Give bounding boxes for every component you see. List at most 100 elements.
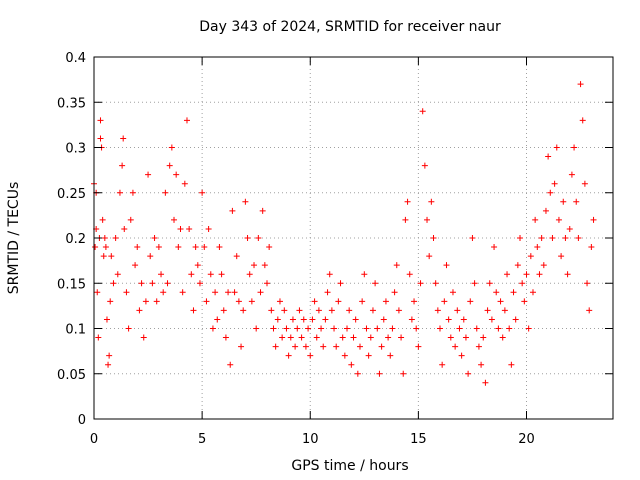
data-point [274, 316, 281, 323]
data-point [549, 235, 556, 241]
data-point [315, 307, 322, 314]
data-point [359, 298, 366, 305]
data-point [121, 225, 128, 232]
data-point [207, 271, 214, 278]
data-point [462, 334, 469, 341]
data-point [112, 235, 119, 241]
data-point [251, 262, 258, 269]
data-point [214, 316, 221, 323]
data-point [527, 253, 534, 260]
y-tick-label: 0 [78, 413, 86, 428]
data-point [99, 216, 106, 223]
data-point [92, 244, 99, 251]
y-tick-label: 0.3 [65, 142, 86, 157]
data-point [421, 162, 428, 169]
data-point [577, 81, 584, 88]
data-point [190, 307, 197, 314]
data-point [132, 262, 139, 269]
data-point [313, 334, 320, 341]
data-point [320, 343, 327, 350]
data-point [350, 334, 357, 341]
data-point [294, 325, 301, 332]
data-point [512, 316, 519, 323]
data-point [183, 117, 190, 124]
data-point [538, 235, 545, 241]
data-point [302, 343, 309, 350]
data-point [501, 307, 508, 314]
data-point [186, 225, 193, 232]
y-tick-label: 0.35 [57, 96, 86, 111]
data-point [434, 307, 441, 314]
data-point [413, 325, 420, 332]
data-point [324, 289, 331, 296]
data-point [346, 307, 353, 314]
x-axis-label: GPS time / hours [291, 458, 408, 474]
data-point [506, 325, 513, 332]
data-point [519, 280, 526, 287]
axis-ticks: 0 0.05 0.1 0.15 0.2 0.25 0.3 0.35 0.4 0 5 10 15 20 [57, 51, 613, 447]
data-point [337, 280, 344, 287]
data-point [497, 298, 504, 305]
data-point [116, 189, 123, 196]
data-point [449, 289, 456, 296]
data-point [285, 352, 292, 359]
data-point [209, 325, 216, 332]
data-point [233, 253, 240, 260]
data-point [311, 298, 318, 305]
data-point [140, 334, 147, 341]
data-point [426, 253, 433, 260]
data-point [120, 135, 127, 142]
data-point [266, 244, 273, 251]
data-point [97, 135, 104, 142]
data-point [261, 262, 268, 269]
data-point [335, 298, 342, 305]
data-point [160, 289, 167, 296]
data-point [478, 361, 485, 368]
data-point [153, 298, 160, 305]
data-point [540, 262, 547, 269]
data-point [238, 343, 245, 350]
data-point [339, 334, 346, 341]
data-point [406, 271, 413, 278]
x-tick-label: 10 [302, 432, 319, 447]
y-axis-label: SRMTID / TECUs [6, 182, 22, 295]
data-point [289, 316, 296, 323]
data-point [158, 271, 165, 278]
data-point [276, 298, 283, 305]
data-point [491, 244, 498, 251]
data-point [142, 298, 149, 305]
data-point [300, 316, 307, 323]
data-point [499, 334, 506, 341]
data-point [568, 171, 575, 178]
data-point [385, 334, 392, 341]
data-point [298, 334, 305, 341]
data-point [352, 316, 359, 323]
data-point [510, 289, 517, 296]
data-point [454, 307, 461, 314]
data-point [283, 325, 290, 332]
data-point [508, 361, 515, 368]
data-point [145, 171, 152, 178]
x-tick-label: 5 [198, 432, 206, 447]
data-point [376, 370, 383, 377]
y-tick-label: 0.25 [57, 187, 86, 202]
data-point [369, 307, 376, 314]
data-point [94, 289, 101, 296]
data-point [123, 289, 130, 296]
data-point [231, 289, 238, 296]
data-point [521, 298, 528, 305]
data-point [480, 334, 487, 341]
data-point [452, 343, 459, 350]
data-point [445, 316, 452, 323]
data-point [125, 325, 132, 332]
y-tick-label: 0.1 [65, 323, 86, 338]
data-point [149, 280, 156, 287]
data-point [486, 280, 493, 287]
data-point [545, 153, 552, 160]
data-point [534, 244, 541, 251]
data-point [458, 352, 465, 359]
data-point [222, 334, 229, 341]
data-point [367, 334, 374, 341]
data-point [328, 307, 335, 314]
data-point [253, 325, 260, 332]
